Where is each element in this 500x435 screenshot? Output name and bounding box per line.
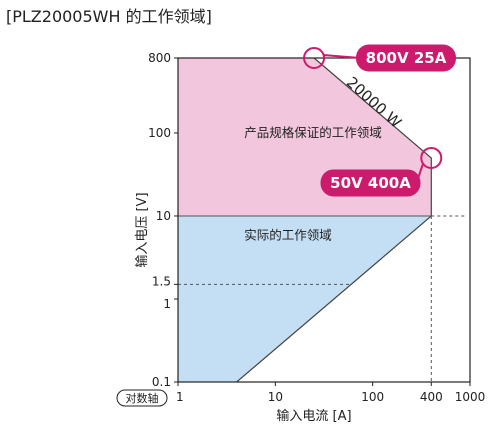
- callout-label-1: 50V 400A: [330, 174, 411, 192]
- x-axis-title: 输入电流 [A]: [276, 408, 351, 424]
- x-tick-label-4: 1000: [455, 390, 486, 404]
- y-axis-title: 输入电压 [V]: [134, 192, 150, 267]
- region-label-1: 实际的工作领域: [244, 228, 332, 243]
- y-tick-label-4: 100: [148, 126, 171, 140]
- ticks-layer: 1 10 100 400 1000 0.1 1 1.5 10 100 800: [148, 51, 485, 404]
- chart-title: [PLZ20005WH 的工作领域]: [6, 7, 212, 26]
- region-1: [178, 216, 432, 382]
- x-tick-label-0: 1: [176, 390, 184, 404]
- y-tick-label-1: 1: [163, 297, 171, 311]
- y-tick-label-2: 1.5: [152, 274, 171, 288]
- callouts-layer: 800V 25A 50V 400A: [303, 44, 456, 197]
- callout-label-0: 800V 25A: [366, 49, 447, 67]
- y-tick-label-5: 800: [148, 51, 171, 65]
- x-tick-label-3: 400: [420, 390, 443, 404]
- callout-pill-1: [320, 169, 421, 197]
- region-label-0: 产品规格保证的工作领域: [244, 125, 382, 140]
- x-tick-label-1: 10: [268, 390, 283, 404]
- callout-circle-1: [420, 146, 443, 169]
- callout-circle-0: [303, 47, 326, 69]
- boundary-line: [236, 57, 432, 383]
- callout-connector-0: [322, 54, 361, 59]
- scale-badge-box: [116, 389, 168, 407]
- callout-pill-0: [355, 44, 456, 72]
- y-tick-label-0: 0.1: [152, 375, 171, 389]
- scale-badge: 对数轴: [126, 391, 159, 405]
- x-tick-label-2: 100: [361, 390, 384, 404]
- y-tick-label-3: 10: [156, 209, 171, 223]
- lines-layer: [178, 57, 466, 383]
